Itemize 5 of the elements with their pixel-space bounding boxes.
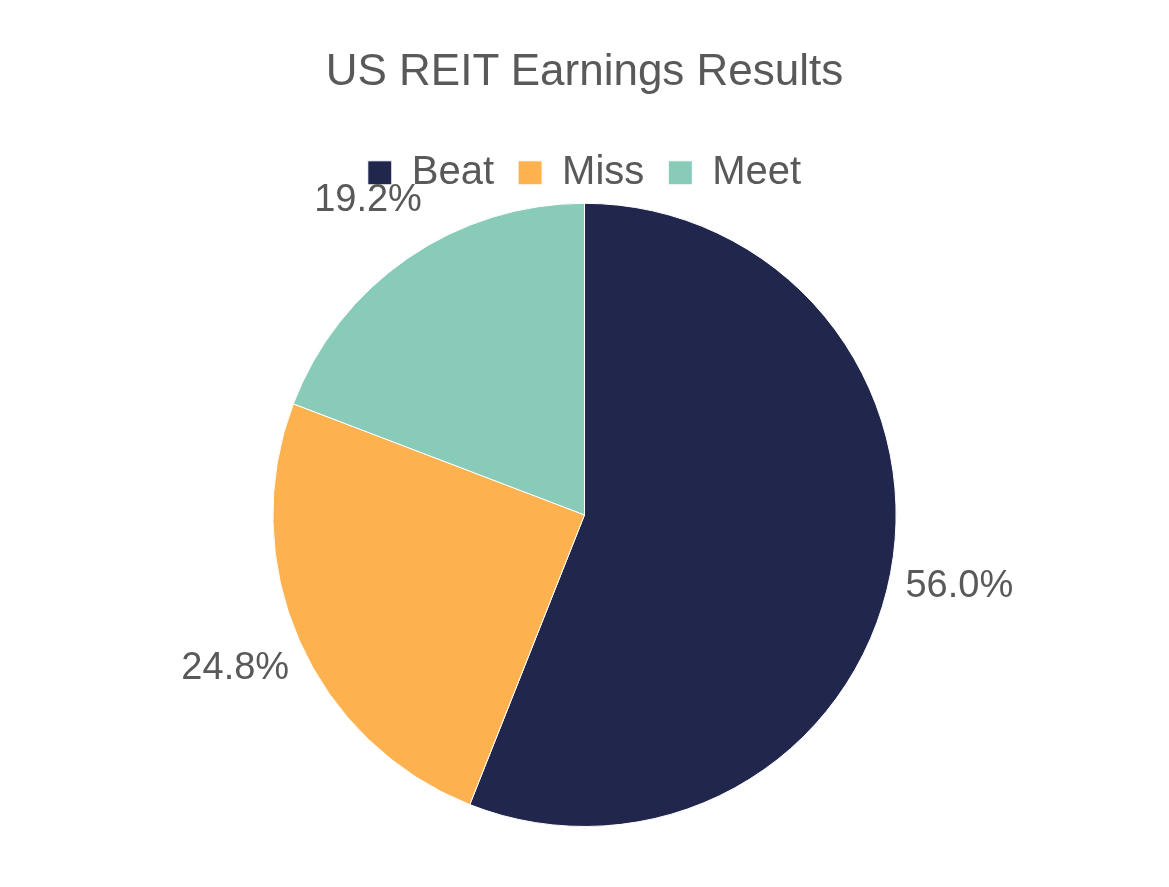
legend-label: Meet <box>712 147 802 192</box>
data-label: 56.0% <box>905 562 1014 605</box>
data-label: 24.8% <box>181 645 290 688</box>
legend-label: Miss <box>562 147 645 192</box>
chart-title: US REIT Earnings Results <box>325 44 844 94</box>
